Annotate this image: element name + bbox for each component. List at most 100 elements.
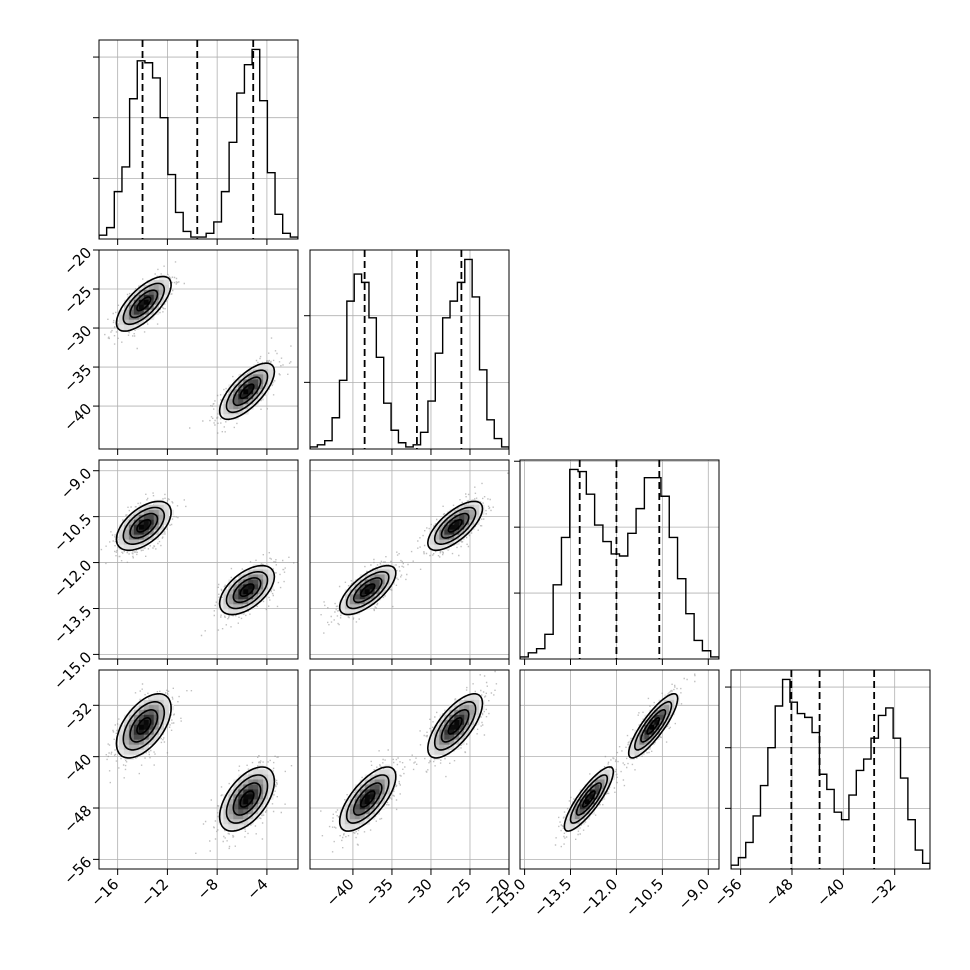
density-cell — [218, 599, 224, 605]
density-cell — [444, 519, 450, 526]
density-cell — [374, 589, 381, 595]
density-cell — [339, 824, 346, 830]
density-cell — [148, 704, 155, 711]
density-cell — [374, 594, 381, 600]
density-cell — [634, 744, 640, 751]
density-cell — [344, 819, 351, 825]
panel-3-1: −40 −35 −30 −25 −20 — [309, 669, 514, 910]
x-tick-label: −12 — [137, 875, 172, 910]
density-cell — [153, 499, 160, 506]
density-cell — [339, 609, 346, 615]
density-cell — [123, 299, 130, 306]
density-cell — [253, 589, 259, 595]
contour-mode0 — [136, 717, 152, 735]
contour-mode1 — [239, 383, 255, 400]
density-cell — [444, 709, 450, 716]
density-cell — [128, 309, 135, 316]
density-cell — [379, 779, 386, 785]
density-cell — [133, 734, 140, 741]
density-cell — [143, 504, 150, 511]
density-cell — [439, 724, 445, 731]
density-cell — [359, 579, 366, 585]
density-cell — [454, 529, 460, 536]
density-cell — [158, 504, 165, 511]
density-cell — [133, 724, 140, 731]
density-cell — [459, 524, 465, 531]
density-cell — [364, 589, 371, 595]
density-cell — [233, 784, 239, 790]
density-cell — [218, 404, 224, 410]
y-tick-label: −40 — [60, 400, 95, 435]
density-cell — [439, 739, 445, 746]
density-cell — [579, 814, 586, 820]
y-tick-label: −30 — [60, 322, 95, 357]
density-cell — [243, 594, 249, 600]
x-tick-label: −9.0 — [675, 875, 713, 913]
density-cell — [444, 734, 450, 741]
density-cell — [158, 714, 165, 721]
density-cell — [374, 799, 381, 805]
panel-3-3: −56 −48 −40 −32 — [710, 669, 931, 910]
density-cell — [158, 279, 165, 286]
density-cell — [263, 564, 269, 570]
density-cell — [228, 789, 234, 795]
density-cell — [163, 284, 170, 291]
density-cell — [228, 584, 234, 590]
density-cell — [349, 809, 356, 815]
density-cell — [464, 714, 470, 721]
density-cell — [138, 714, 145, 721]
density-cell — [634, 739, 640, 746]
density-cell — [223, 604, 229, 610]
density-cell — [143, 719, 150, 726]
density-cell — [459, 714, 465, 721]
density-cell — [233, 799, 239, 805]
density-cell — [248, 819, 254, 825]
density-cell — [243, 799, 249, 805]
density-cell — [153, 714, 160, 721]
density-cell — [359, 814, 366, 820]
density-cell — [138, 739, 145, 746]
contour-mode1 — [352, 577, 383, 604]
density-cell — [564, 814, 571, 820]
density-cell — [379, 789, 386, 795]
density-cell — [359, 604, 366, 610]
density-cell — [238, 794, 244, 800]
density-cell — [228, 804, 234, 810]
density-cell — [248, 804, 254, 810]
density-cell — [123, 309, 130, 316]
density-cell — [654, 724, 660, 731]
density-cell — [258, 394, 264, 400]
density-cell — [228, 399, 234, 405]
density-cell — [459, 529, 465, 536]
density-cell — [128, 539, 135, 545]
density-cell — [429, 544, 435, 550]
density-cell — [349, 804, 356, 810]
density-cell — [133, 704, 140, 711]
density-cell — [349, 609, 356, 615]
density-cell — [148, 514, 155, 521]
density-cell — [143, 739, 150, 746]
density-cell — [163, 509, 170, 516]
density-cell — [369, 579, 376, 585]
density-cell — [459, 699, 465, 706]
density-cell — [163, 289, 170, 296]
contour-mode0 — [129, 512, 159, 539]
density-cell — [253, 399, 259, 405]
density-cell — [233, 809, 239, 815]
density-cell — [138, 289, 145, 296]
density-cell — [349, 814, 356, 820]
density-cell — [344, 804, 351, 810]
density-cell — [158, 724, 165, 731]
panel-plot-area — [520, 670, 719, 869]
density-cell — [354, 584, 361, 590]
density-cell — [384, 574, 391, 580]
density-cell — [138, 749, 145, 755]
panel-1-0: −20 −25 −30 −35 −40 — [60, 244, 299, 455]
density-cell — [133, 744, 140, 751]
density-cell — [153, 524, 160, 531]
density-cell — [459, 729, 465, 736]
density-cell — [243, 604, 249, 610]
contour-mode1 — [338, 766, 397, 832]
density-cell — [659, 714, 665, 721]
